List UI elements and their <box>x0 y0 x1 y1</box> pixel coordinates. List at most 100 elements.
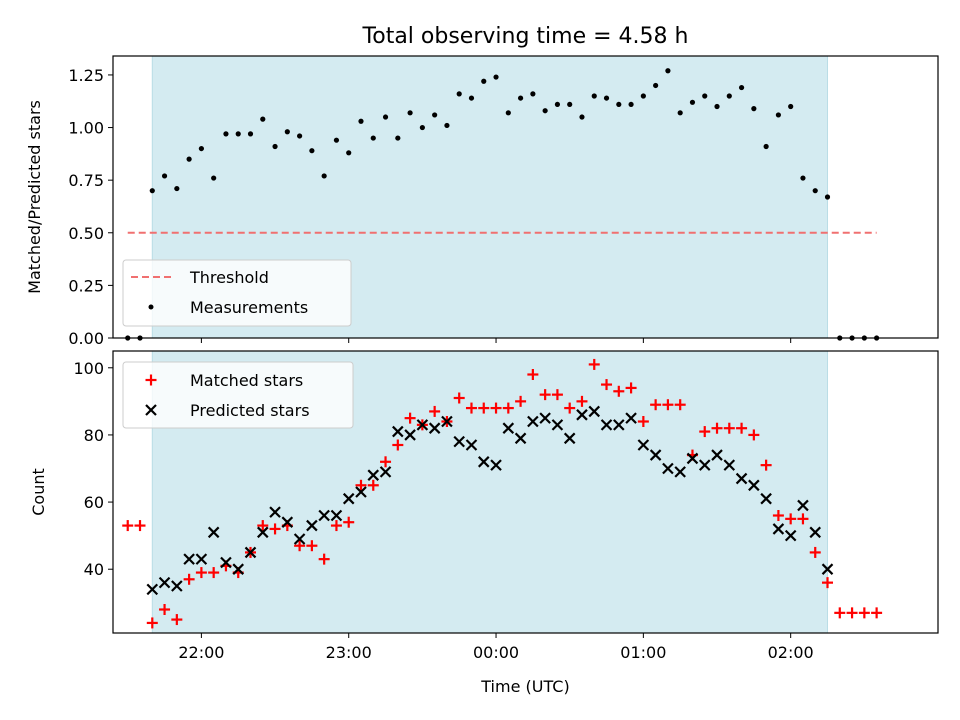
predicted-star-point <box>809 526 822 539</box>
matched-star-point <box>330 520 342 532</box>
matched-star-point <box>294 540 306 552</box>
matched-star-point <box>772 510 784 521</box>
measurement-point <box>542 108 548 114</box>
matched-star-point <box>662 399 674 411</box>
predicted-star-point <box>588 405 601 418</box>
matched-star-point <box>269 523 281 535</box>
predicted-star-point <box>698 459 711 471</box>
predicted-star-point <box>760 492 772 505</box>
measurement-point <box>812 188 818 194</box>
measurement-point <box>714 103 720 110</box>
measurement-point <box>775 112 782 118</box>
x-tick-label: 01:00 <box>620 643 666 662</box>
measurement-point <box>407 110 413 116</box>
predicted-star-point <box>613 419 625 431</box>
measurement-point <box>481 78 487 84</box>
predicted-star-point <box>293 533 306 545</box>
matched-star-point <box>637 416 649 427</box>
predicted-star-point <box>195 553 208 565</box>
predicted-star-point <box>637 439 650 451</box>
matched-star-point <box>858 607 870 619</box>
x-tick-label: 23:00 <box>326 643 372 662</box>
matched-star-point <box>392 439 404 451</box>
measurement-point <box>689 99 696 105</box>
measurement-point <box>554 101 561 108</box>
x-axis-label: Time (UTC) <box>480 677 569 696</box>
matched-star-point <box>515 395 527 407</box>
measurement-point <box>468 95 475 101</box>
measurement-point <box>763 143 769 150</box>
matched-star-point <box>539 389 551 401</box>
matched-star-point <box>809 546 821 558</box>
matched-star-point <box>834 607 846 619</box>
predicted-star-point <box>269 506 281 518</box>
matched-star-point <box>723 422 735 434</box>
predicted-star-point <box>183 553 195 565</box>
predicted-star-point <box>158 576 171 589</box>
matched-star-point <box>846 607 858 619</box>
matched-star-point <box>146 617 158 629</box>
predicted-star-point <box>441 415 453 428</box>
predicted-star-point <box>244 546 257 559</box>
predicted-star-point <box>686 452 699 465</box>
measurement-point <box>333 137 340 143</box>
top-y-axis-label: Matched/Predicted stars <box>25 100 44 294</box>
legend-measurements-swatch <box>148 304 154 310</box>
measurement-point <box>321 173 327 179</box>
legend-plus-marker <box>145 374 157 386</box>
matched-star-point <box>527 369 539 380</box>
predicted-star-point <box>379 466 392 478</box>
x-tick-label: 02:00 <box>768 643 814 662</box>
predicted-star-point <box>711 449 723 461</box>
predicted-star-point <box>735 472 748 485</box>
y-tick-label: 0.50 <box>68 224 104 243</box>
measurement-point <box>628 101 634 108</box>
bottom-y-axis-label: Count <box>29 468 48 516</box>
predicted-star-point <box>600 419 613 431</box>
predicted-star-point <box>797 499 809 512</box>
top-legend: Threshold Measurements <box>122 259 352 327</box>
measurement-point <box>419 124 425 131</box>
predicted-stars-points <box>146 405 834 596</box>
predicted-star-point <box>821 563 834 575</box>
measurement-point <box>665 68 671 74</box>
predicted-star-point <box>232 563 245 575</box>
legend-cross-marker <box>145 404 157 416</box>
matched-star-point <box>380 456 392 468</box>
predicted-star-point <box>649 449 662 461</box>
predicted-star-point <box>171 580 183 592</box>
matched-star-point <box>711 422 723 434</box>
y-tick-label: 40 <box>84 560 104 579</box>
predicted-star-point <box>392 425 404 438</box>
measurement-point <box>174 185 180 192</box>
legend-threshold-label: Threshold <box>189 268 269 287</box>
matched-star-point <box>576 395 588 407</box>
matched-star-point <box>551 389 563 401</box>
bottom-x-ticks: 22:00 23:00 00:00 01:00 02:00 <box>178 633 814 662</box>
measurement-point <box>198 145 204 152</box>
y-tick-label: 0.75 <box>68 171 104 190</box>
matched-star-point <box>736 422 748 434</box>
measurement-point <box>640 93 646 99</box>
y-tick-label: 1.25 <box>68 66 104 85</box>
measurement-point <box>247 131 254 137</box>
matched-star-point <box>183 573 195 585</box>
y-tick-label: 80 <box>84 426 104 445</box>
matched-star-point <box>404 412 416 424</box>
predicted-star-point <box>748 479 760 492</box>
measurement-point <box>579 114 585 120</box>
measurement-point <box>309 148 315 154</box>
y-tick-label: 100 <box>73 359 104 378</box>
legend-matched-label: Matched stars <box>190 371 303 390</box>
measurement-point <box>788 103 794 110</box>
predicted-star-point <box>563 432 576 445</box>
matched-star-point <box>171 614 183 626</box>
matched-star-point <box>453 392 465 404</box>
predicted-star-point <box>551 419 564 431</box>
measurement-point <box>751 106 757 112</box>
predicted-star-point <box>539 412 551 424</box>
measurement-point <box>567 101 573 108</box>
matched-star-point <box>122 520 134 532</box>
predicted-star-point <box>367 469 380 481</box>
matched-star-point <box>465 402 477 414</box>
